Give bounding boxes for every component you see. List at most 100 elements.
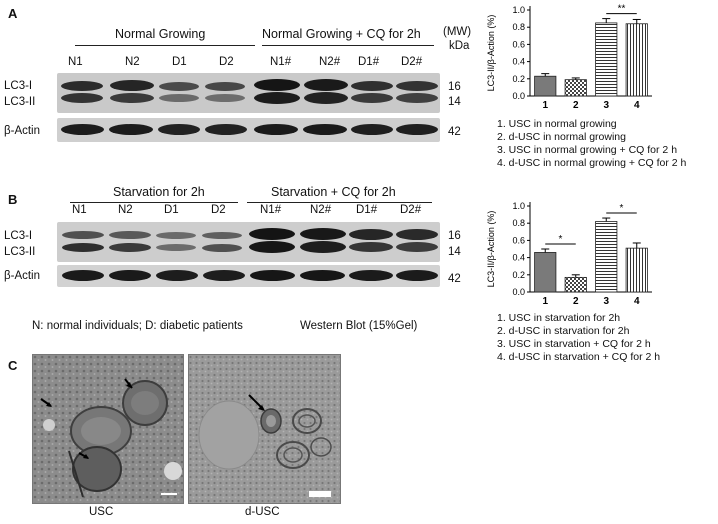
panel-b-lane-label: D1 [164,204,179,216]
y-tick-label: 0.6 [512,39,525,49]
band [109,243,151,252]
panel-c-letter: C [8,358,18,373]
band [396,93,438,103]
band [61,81,103,91]
usc-em-micrograph [32,354,184,504]
band [159,94,199,102]
band [349,242,393,252]
panel-b-kda-42: 42 [448,273,461,285]
band [205,94,245,102]
method-note: Western Blot (15%Gel) [300,320,418,332]
band [202,232,242,239]
x-tick-label: 2 [573,296,579,307]
panel-b-lane-label: D2# [400,204,422,216]
panel-b-bar-chart: LC3-II/β-Action (%) 0.0 0.2 0.4 0.6 0.8 1.0 1 2 3… [486,201,652,307]
panel-a-letter: A [8,6,18,21]
significance-label: ** [618,4,626,15]
panel-a-group1-line [75,45,255,46]
d-usc-em-micrograph [188,354,341,504]
band [156,232,196,239]
band [62,270,104,281]
panel-b-legend: 1. USC in starvation for 2h 2. d-USC in … [497,312,660,364]
panel-a-mw-label: (MW) [443,26,472,38]
legend-item: 3. USC in normal growing + CQ for 2 h [497,144,678,156]
legend-item: 3. USC in starvation + CQ for 2 h [497,338,651,350]
panel-b-lane-label: N2 [118,204,133,216]
panel-b-actin-blot [57,265,440,287]
panel-a-lane-label: N1# [270,56,292,68]
panel-a-kda-42: 42 [448,126,461,138]
band [205,82,245,91]
panel-a-bar-chart: LC3-II/β-Action (%) 0.0 0.2 0.4 0.6 0.8 1.0 1 2 3… [486,4,652,111]
panel-a-lane-label: N2# [319,56,341,68]
panel-b-lc3-blot [57,222,440,262]
legend-item: 2. d-USC in starvation for 2h [497,325,630,337]
x-tick-label: 4 [634,100,640,111]
panel-b-lane-label: D1# [356,204,378,216]
legend-item: 4. d-USC in starvation + CQ for 2 h [497,351,661,363]
panel-a-group1-label: Normal Growing [115,27,206,41]
panel-b-group2-line [247,202,432,203]
abbreviation-note: N: normal individuals; D: diabetic patie… [32,320,243,332]
band [62,231,104,239]
panel-a-group2-line [262,45,434,46]
band [156,244,196,251]
band [250,270,295,281]
band [396,124,438,135]
band [303,124,347,135]
panel-a-lane-label: D2 [219,56,234,68]
panel-a-group2-label: Normal Growing + CQ for 2h [262,27,421,41]
band [396,81,438,91]
panel-a-kda-16: 16 [448,81,461,93]
x-tick-label: 3 [603,100,609,111]
x-tick-label: 1 [542,100,548,111]
usc-label: USC [89,506,114,518]
panel-a-actin-blot [57,118,440,142]
band [159,82,199,91]
band [396,242,438,252]
band [396,270,438,281]
panel-a-legend: 1. USC in normal growing 2. d-USC in nor… [497,118,686,170]
y-tick-label: 0.8 [512,218,525,228]
band [396,229,438,240]
panel-b-lc3i-label: LC3-I [4,230,33,242]
band [254,79,300,91]
x-tick-label: 4 [634,296,640,307]
band [61,93,103,103]
y-tick-label: 0.4 [512,57,525,67]
band [249,228,295,240]
legend-item: 4. d-USC in normal growing + CQ for 2 h [497,157,687,169]
panel-b-lc3ii-label: LC3-II [4,246,36,258]
y-tick-label: 0.0 [512,287,525,297]
panel-a-lane-label: D2# [401,56,423,68]
panel-a-lane-label: N1 [68,56,83,68]
band [156,270,198,281]
bar [534,252,557,293]
band [351,93,393,103]
panel-b-lane-label: N1# [260,204,282,216]
panel-a-actin-label: β-Actin [4,125,41,137]
panel-b-group1-label: Starvation for 2h [113,185,205,199]
legend-item: 1. USC in normal growing [497,118,617,130]
band [158,124,200,135]
x-tick-label: 2 [573,100,579,111]
band [304,79,348,91]
panel-a-lc3-blot [57,73,440,113]
y-tick-label: 0.2 [512,270,525,280]
y-tick-label: 0.4 [512,253,525,263]
panel-b-kda-16: 16 [448,230,461,242]
bar [625,247,648,293]
band [205,124,247,135]
y-axis-label: LC3-II/β-Action (%) [486,15,496,92]
y-axis-label: LC3-II/β-Action (%) [486,211,496,288]
band [300,241,346,253]
x-tick-label: 3 [603,296,609,307]
bar [534,75,557,97]
y-tick-label: 1.0 [512,5,525,15]
band [202,244,242,252]
band [254,124,298,135]
panel-a-kda-label: kDa [449,40,470,52]
legend-item: 1. USC in starvation for 2h [497,312,621,324]
panel-b-lane-label: N2# [310,204,332,216]
